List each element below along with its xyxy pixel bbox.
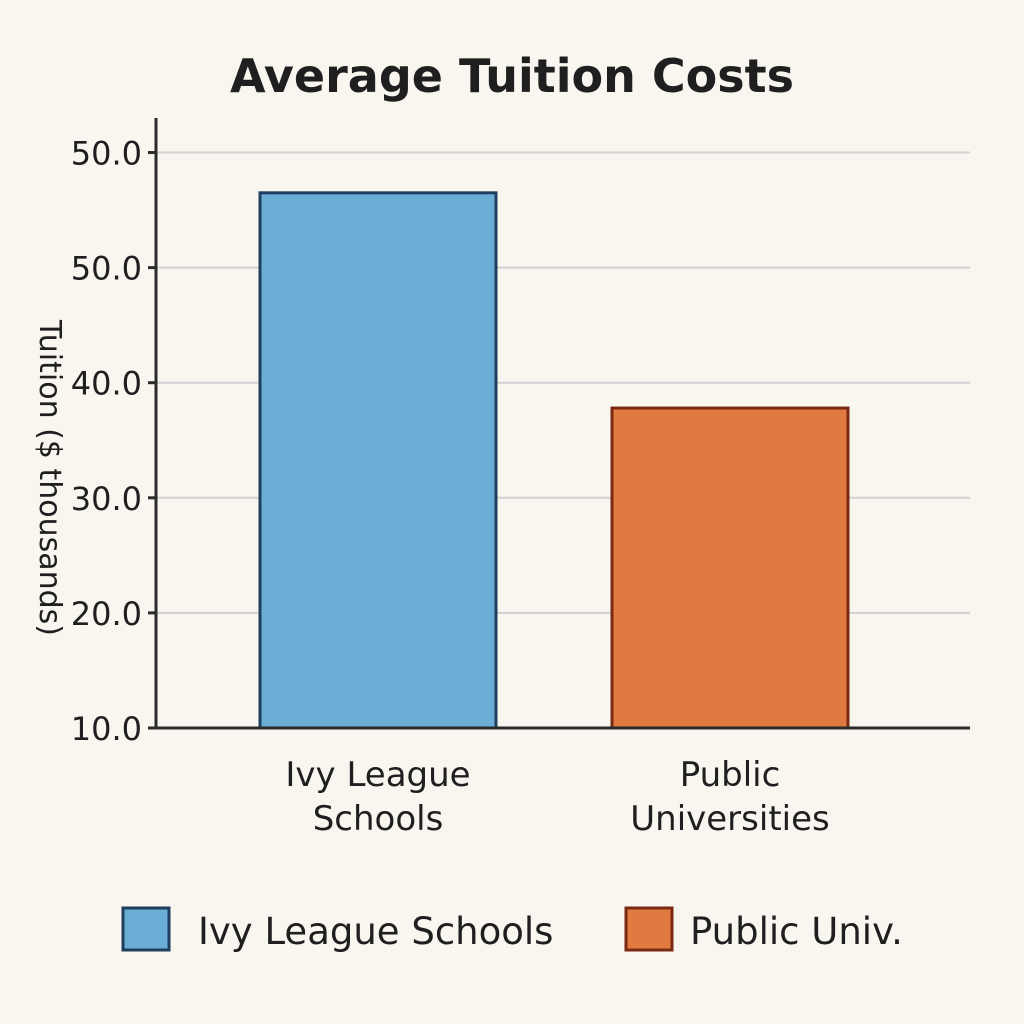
- bars: [258, 191, 850, 730]
- x-category-label: Public Universities: [630, 755, 829, 839]
- legend-swatch: [121, 906, 171, 952]
- y-tick-label: 50.0: [71, 250, 142, 288]
- y-tick-label: 50.0: [71, 135, 142, 173]
- legend-label: Ivy League Schools: [198, 910, 553, 953]
- y-tick-label: 30.0: [71, 480, 142, 518]
- y-tick-label: 20.0: [71, 595, 142, 633]
- bar-ivy-league: [258, 191, 498, 730]
- y-tick-label: 40.0: [71, 365, 142, 403]
- y-axis-label: Tuition ($ thousands): [32, 319, 67, 636]
- legend-label: Public Univ.: [690, 910, 903, 953]
- chart-title: Average Tuition Costs: [230, 49, 794, 103]
- x-axis-categories: Ivy League Schools Public Universities: [285, 755, 829, 839]
- x-category-label-line: Universities: [630, 799, 829, 839]
- legend-swatch: [624, 906, 674, 952]
- x-category-label: Ivy League Schools: [285, 755, 470, 839]
- y-axis-ticks: 10.0 20.0 30.0 40.0 50.0 50.0: [71, 135, 156, 748]
- bar-public-universities: [610, 406, 850, 730]
- x-category-label-line: Public: [680, 755, 781, 795]
- x-category-label-line: Schools: [313, 799, 444, 839]
- y-tick-label: 10.0: [71, 710, 142, 748]
- x-category-label-line: Ivy League: [285, 755, 470, 795]
- legend: Ivy League Schools Public Univ.: [121, 906, 903, 953]
